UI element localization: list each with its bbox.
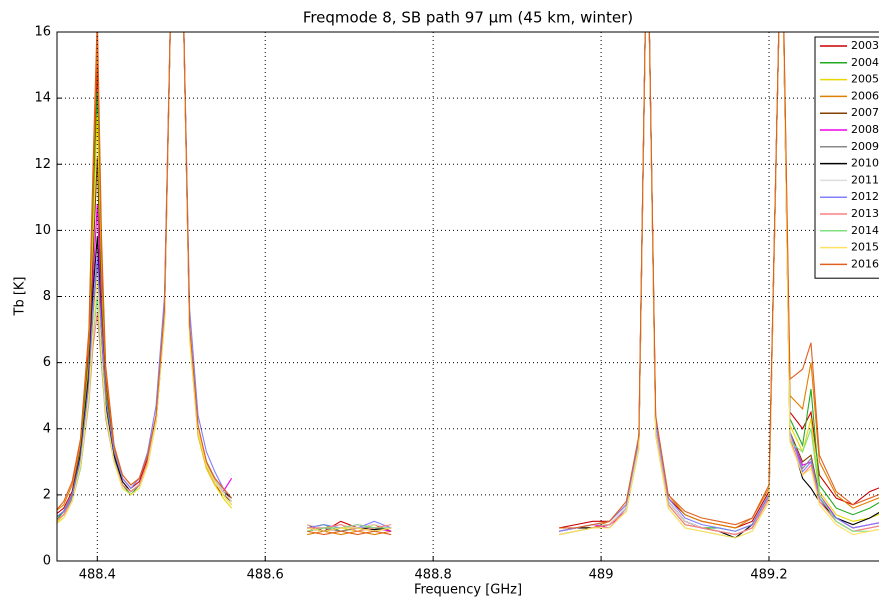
legend-label: 2006 [851, 89, 879, 102]
y-tick-label: 6 [43, 355, 51, 370]
legend-box [814, 36, 879, 279]
x-tick-label: 489 [589, 568, 614, 583]
x-tick-label: 489.2 [750, 568, 787, 583]
legend-label: 2015 [851, 241, 879, 254]
x-tick-label: 488.6 [247, 568, 284, 583]
legend-label: 2009 [851, 140, 879, 153]
plot-area [57, 32, 879, 539]
legend-label: 2005 [851, 73, 879, 86]
legend-label: 2011 [851, 173, 879, 186]
legend-label: 2012 [851, 190, 879, 203]
x-axis-label: Frequency [GHz] [414, 583, 522, 598]
y-tick-label: 0 [43, 554, 51, 569]
legend-label: 2003 [851, 39, 879, 52]
legend-label: 2014 [851, 224, 879, 237]
x-tick-label: 488.8 [415, 568, 452, 583]
y-tick-label: 16 [34, 25, 51, 40]
y-tick-label: 14 [34, 91, 51, 106]
series-line [57, 32, 879, 536]
legend-label: 2008 [851, 123, 879, 136]
y-tick-label: 10 [34, 223, 51, 238]
x-tick-label: 488.4 [79, 568, 116, 583]
y-tick-label: 4 [43, 421, 51, 436]
legend-label: 2016 [851, 257, 879, 270]
y-tick-label: 2 [43, 487, 51, 502]
legend-label: 2007 [851, 106, 879, 119]
series-line [57, 32, 879, 539]
chart-title: Freqmode 8, SB path 97 μm (45 km, winter… [303, 9, 633, 27]
legend-label: 2004 [851, 56, 879, 69]
legend-label: 2010 [851, 157, 879, 170]
y-tick-label: 12 [34, 157, 51, 172]
legend-label: 2013 [851, 207, 879, 220]
y-axis-label: Tb [K] [13, 277, 28, 317]
y-tick-label: 8 [43, 289, 51, 304]
